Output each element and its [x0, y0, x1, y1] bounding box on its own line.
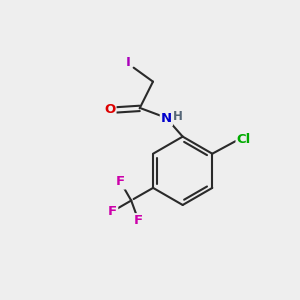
Text: F: F — [134, 214, 143, 227]
Text: F: F — [108, 205, 117, 218]
Text: N: N — [161, 112, 172, 125]
Text: Cl: Cl — [237, 133, 251, 146]
Text: I: I — [125, 56, 130, 69]
Text: O: O — [104, 103, 116, 116]
Text: F: F — [116, 176, 125, 188]
Text: H: H — [173, 110, 183, 123]
